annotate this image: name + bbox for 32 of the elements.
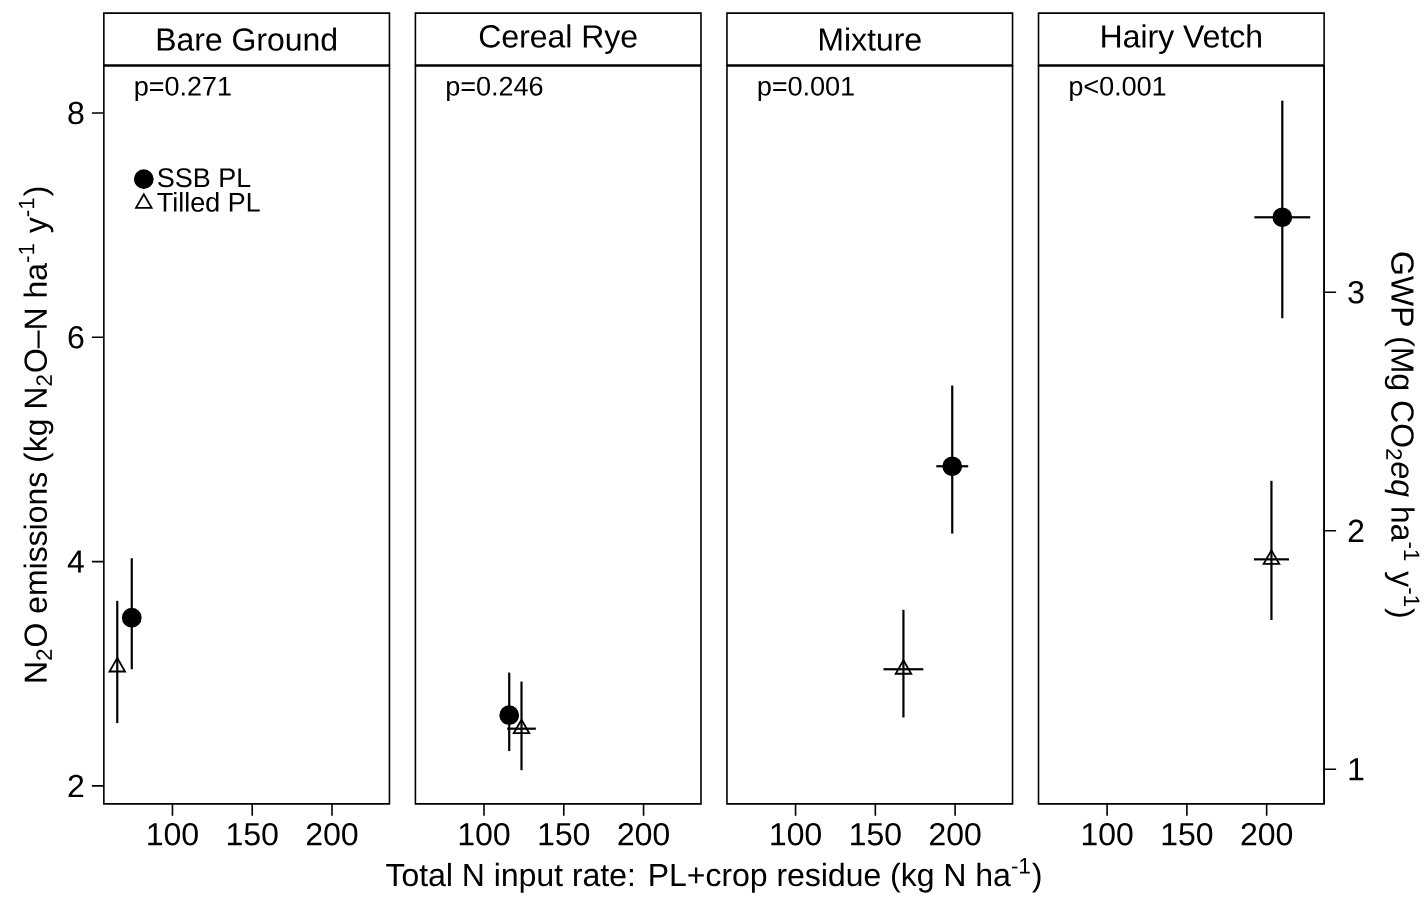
annotation: p<0.001 xyxy=(1070,76,1166,102)
x-tick-label: 200 xyxy=(618,823,669,846)
chart-title: Mixture xyxy=(820,27,921,52)
y2-axis-title: GWP (Mg CO$_{2}$eq ha$^{-1}$ y$^{-1}$) xyxy=(1384,252,1420,617)
x-tick-label: 100 xyxy=(148,823,198,846)
text: 3 xyxy=(1348,281,1364,304)
x-tick-label: 150 xyxy=(1162,823,1213,846)
annotation: p=0.271 xyxy=(135,76,231,102)
legend-label: SSB PL xyxy=(158,168,251,188)
chart-title: Bare Ground xyxy=(157,27,337,52)
y-tick-label: 2 xyxy=(68,774,84,798)
annotation: p=0.246 xyxy=(447,76,543,102)
legend-label: Tilled PL xyxy=(157,192,260,212)
y-tick-label: 8 xyxy=(68,101,84,125)
x-tick-label: 100 xyxy=(1082,823,1133,846)
x-tick-label: 150 xyxy=(851,823,901,846)
chart-title: Cereal Rye xyxy=(479,24,637,55)
annotation: p=0.001 xyxy=(758,76,854,102)
y-tick-label: 4 xyxy=(67,550,84,573)
x-tick-label: 100 xyxy=(459,823,510,846)
y-tick-label: 6 xyxy=(68,326,84,349)
x-axis-title: Total N input rate: PL+crop residue (kg N ha$^{-1}$) xyxy=(386,858,1041,893)
text: N$_{2}$O emissions (kg N$_{2}$O–N ha$^{-1}$ y$^{-1}$) xyxy=(18,187,54,682)
x-tick-label: 200 xyxy=(930,823,981,846)
x-tick-label: 200 xyxy=(1241,823,1293,846)
text: 1 xyxy=(1349,758,1364,781)
chart-title: Hairy Vetch xyxy=(1102,24,1261,55)
x-tick-label: 100 xyxy=(771,823,821,846)
x-tick-label: 150 xyxy=(228,823,278,846)
text: 2 xyxy=(1348,519,1364,543)
x-tick-label: 150 xyxy=(539,823,590,846)
x-tick-label: 200 xyxy=(306,823,358,846)
